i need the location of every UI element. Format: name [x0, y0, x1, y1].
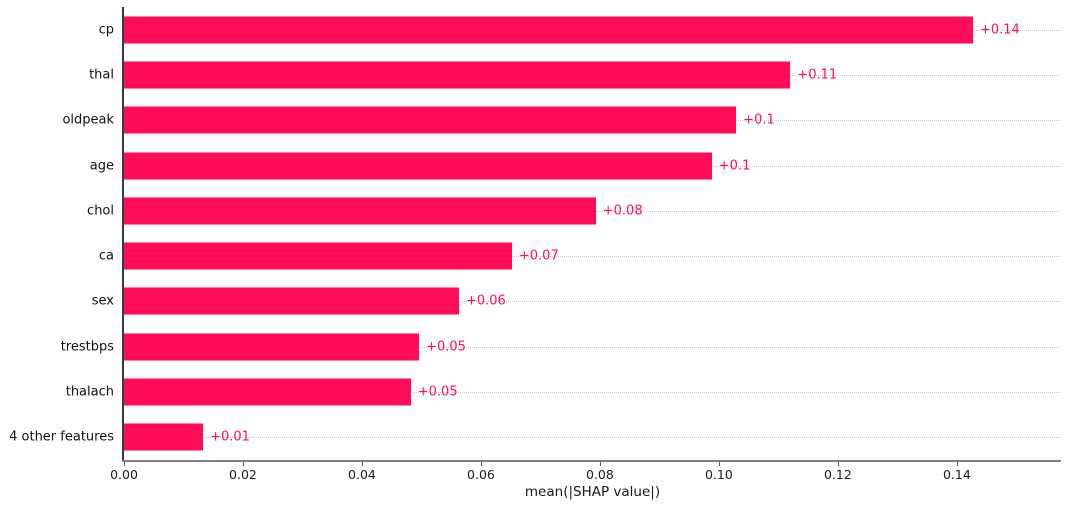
bar-thal: [124, 61, 791, 89]
bar-sex: [124, 287, 459, 315]
x-axis-spine: [122, 460, 1061, 462]
bar-row: chol +0.08: [87, 188, 1061, 233]
x-tick-mark: [837, 462, 839, 466]
y-tick-label: oldpeak: [62, 112, 114, 128]
gridline: [124, 392, 1061, 394]
x-tick-mark: [718, 462, 720, 466]
x-tick-mark: [361, 462, 363, 466]
x-axis: 0.00 0.02 0.04 0.06 0.08 0.10 0.12 0.14: [110, 460, 1061, 484]
bar-4-other-features: [124, 423, 204, 451]
bar-cp: [124, 16, 973, 44]
x-tick-label: 0.02: [229, 467, 257, 482]
y-tick-label: chol: [87, 203, 114, 219]
x-tick-mark: [124, 462, 125, 466]
y-tick-label: 4 other features: [9, 429, 114, 445]
y-tick-label: age: [89, 158, 114, 174]
bar-row: ca +0.07: [99, 233, 1061, 278]
x-tick-label: 0.10: [704, 467, 733, 482]
bar-row: trestbps +0.05: [61, 324, 1061, 369]
x-tick-mark: [956, 462, 958, 466]
bar-value-label: +0.05: [417, 384, 458, 400]
bar-value-label: +0.05: [426, 339, 466, 355]
gridline: [124, 256, 1061, 258]
y-tick-label: trestbps: [60, 339, 114, 355]
y-tick-label: cp: [98, 22, 114, 38]
x-tick-label: 0.14: [942, 467, 971, 482]
x-tick-label: 0.12: [823, 467, 852, 482]
gridline: [124, 301, 1061, 303]
bar-row: 4 other features +0.01: [9, 415, 1061, 460]
y-tick-label: ca: [98, 248, 114, 264]
x-tick-mark: [599, 462, 601, 466]
x-tick-mark: [242, 462, 244, 466]
bar-row: age +0.1: [90, 143, 1061, 188]
bar-row: cp +0.14: [99, 7, 1061, 52]
bar-value-label: +0.1: [743, 112, 775, 128]
gridline: [124, 346, 1061, 348]
x-tick-mark: [480, 462, 482, 466]
x-tick-label: 0.00: [110, 467, 138, 482]
x-tick-label: 0.08: [586, 467, 614, 482]
bar-rows: cp +0.14 thal +0.11 oldpeak +0.1 age +0.1 chol +0…: [9, 7, 1061, 460]
bar-trestbps: [124, 333, 420, 361]
bar-value-label: +0.11: [797, 67, 838, 83]
bar-row: sex +0.06: [92, 279, 1061, 324]
bar-ca: [124, 242, 512, 270]
plot-area: cp +0.14 thal +0.11 oldpeak +0.1 age +0.1 chol +0…: [9, 7, 1061, 462]
bar-row: oldpeak +0.1: [62, 98, 1061, 143]
gridline: [124, 437, 1061, 439]
x-tick-label: 0.04: [348, 467, 376, 482]
bar-age: [124, 152, 712, 180]
x-axis-title: mean(|SHAP value|): [524, 484, 661, 500]
y-tick-label: sex: [91, 293, 114, 309]
bar-thalach: [124, 378, 411, 406]
bar-row: thal +0.11: [89, 52, 1061, 97]
bar-value-label: +0.08: [602, 203, 643, 219]
y-tick-label: thalach: [65, 384, 114, 400]
bar-value-label: +0.01: [210, 429, 250, 445]
y-axis-spine: [122, 7, 124, 460]
x-tick-label: 0.06: [467, 467, 495, 482]
bar-value-label: +0.06: [465, 293, 506, 309]
bar-chol: [124, 197, 596, 225]
bar-row: thalach +0.05: [66, 369, 1061, 414]
bar-oldpeak: [124, 106, 737, 134]
bar-value-label: +0.1: [718, 158, 751, 174]
y-tick-label: thal: [89, 67, 114, 83]
bar-value-label: +0.14: [979, 22, 1020, 38]
bar-value-label: +0.07: [518, 248, 559, 264]
